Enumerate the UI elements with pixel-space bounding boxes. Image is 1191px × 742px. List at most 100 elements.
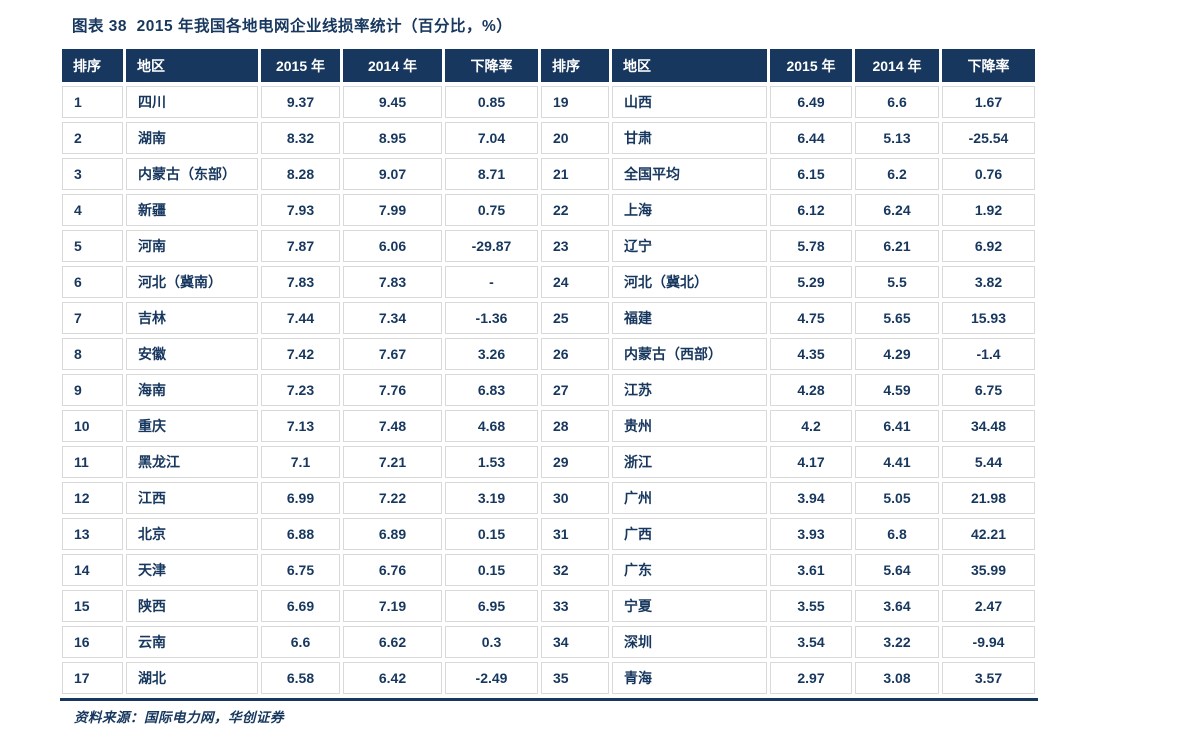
region-cell: 辽宁 <box>612 230 767 262</box>
decline-cell: 6.95 <box>445 590 538 622</box>
value-2014-cell: 6.6 <box>855 86 939 118</box>
region-cell: 广州 <box>612 482 767 514</box>
decline-cell: 42.21 <box>942 518 1035 550</box>
value-2014-cell: 3.22 <box>855 626 939 658</box>
decline-cell: 34.48 <box>942 410 1035 442</box>
decline-cell: 6.83 <box>445 374 538 406</box>
region-cell: 重庆 <box>126 410 258 442</box>
value-2015-cell: 7.13 <box>261 410 340 442</box>
table-row: 17 湖北 6.58 6.42 -2.49 35 青海 2.97 3.08 3.57 <box>62 662 1035 694</box>
value-2015-cell: 9.37 <box>261 86 340 118</box>
region-cell: 浙江 <box>612 446 767 478</box>
value-2015-cell: 7.83 <box>261 266 340 298</box>
region-cell: 陕西 <box>126 590 258 622</box>
region-cell: 四川 <box>126 86 258 118</box>
value-2014-cell: 4.41 <box>855 446 939 478</box>
decline-cell: 2.47 <box>942 590 1035 622</box>
rank-cell: 9 <box>62 374 123 406</box>
region-cell: 贵州 <box>612 410 767 442</box>
region-cell: 北京 <box>126 518 258 550</box>
value-2014-cell: 6.21 <box>855 230 939 262</box>
value-2015-cell: 3.54 <box>770 626 852 658</box>
table-bottom-border <box>60 698 1038 701</box>
region-cell: 黑龙江 <box>126 446 258 478</box>
decline-cell: 1.53 <box>445 446 538 478</box>
value-2015-cell: 4.17 <box>770 446 852 478</box>
region-cell: 广东 <box>612 554 767 586</box>
region-cell: 江苏 <box>612 374 767 406</box>
rank-cell: 30 <box>541 482 609 514</box>
region-cell: 内蒙古（西部） <box>612 338 767 370</box>
rank-cell: 27 <box>541 374 609 406</box>
value-2015-cell: 3.61 <box>770 554 852 586</box>
rank-cell: 5 <box>62 230 123 262</box>
value-2015-cell: 6.12 <box>770 194 852 226</box>
value-2014-cell: 9.45 <box>343 86 442 118</box>
table-row: 11 黑龙江 7.1 7.21 1.53 29 浙江 4.17 4.41 5.44 <box>62 446 1035 478</box>
decline-cell: 0.85 <box>445 86 538 118</box>
header-2014-right: 2014 年 <box>855 49 939 82</box>
header-decline-right: 下降率 <box>942 49 1035 82</box>
source-note: 资料来源：国际电力网，华创证券 <box>74 710 284 725</box>
value-2015-cell: 6.88 <box>261 518 340 550</box>
value-2014-cell: 6.41 <box>855 410 939 442</box>
value-2014-cell: 7.21 <box>343 446 442 478</box>
table-row: 3 内蒙古（东部） 8.28 9.07 8.71 21 全国平均 6.15 6.2 0.76 <box>62 158 1035 190</box>
value-2014-cell: 5.64 <box>855 554 939 586</box>
rank-cell: 2 <box>62 122 123 154</box>
value-2015-cell: 7.1 <box>261 446 340 478</box>
region-cell: 云南 <box>126 626 258 658</box>
value-2015-cell: 4.35 <box>770 338 852 370</box>
rank-cell: 7 <box>62 302 123 334</box>
value-2015-cell: 7.42 <box>261 338 340 370</box>
region-cell: 湖南 <box>126 122 258 154</box>
region-cell: 新疆 <box>126 194 258 226</box>
value-2014-cell: 6.06 <box>343 230 442 262</box>
decline-cell: 0.76 <box>942 158 1035 190</box>
table-header-row: 排序 地区 2015 年 2014 年 下降率 排序 地区 2015 年 201… <box>62 49 1035 82</box>
rank-cell: 13 <box>62 518 123 550</box>
value-2015-cell: 8.28 <box>261 158 340 190</box>
region-cell: 全国平均 <box>612 158 767 190</box>
rank-cell: 20 <box>541 122 609 154</box>
rank-cell: 15 <box>62 590 123 622</box>
value-2014-cell: 5.05 <box>855 482 939 514</box>
decline-cell: 21.98 <box>942 482 1035 514</box>
decline-cell: 8.71 <box>445 158 538 190</box>
value-2014-cell: 9.07 <box>343 158 442 190</box>
value-2014-cell: 3.64 <box>855 590 939 622</box>
rank-cell: 16 <box>62 626 123 658</box>
value-2015-cell: 6.6 <box>261 626 340 658</box>
decline-cell: 15.93 <box>942 302 1035 334</box>
value-2014-cell: 7.99 <box>343 194 442 226</box>
value-2014-cell: 7.67 <box>343 338 442 370</box>
value-2014-cell: 7.76 <box>343 374 442 406</box>
rank-cell: 14 <box>62 554 123 586</box>
value-2014-cell: 4.29 <box>855 338 939 370</box>
decline-cell: 5.44 <box>942 446 1035 478</box>
rank-cell: 29 <box>541 446 609 478</box>
value-2014-cell: 7.19 <box>343 590 442 622</box>
rank-cell: 21 <box>541 158 609 190</box>
decline-cell: - <box>445 266 538 298</box>
region-cell: 宁夏 <box>612 590 767 622</box>
rank-cell: 19 <box>541 86 609 118</box>
rank-cell: 11 <box>62 446 123 478</box>
value-2014-cell: 6.8 <box>855 518 939 550</box>
rank-cell: 12 <box>62 482 123 514</box>
decline-cell: 6.75 <box>942 374 1035 406</box>
value-2014-cell: 3.08 <box>855 662 939 694</box>
value-2015-cell: 3.93 <box>770 518 852 550</box>
value-2014-cell: 6.62 <box>343 626 442 658</box>
decline-cell: 7.04 <box>445 122 538 154</box>
rank-cell: 1 <box>62 86 123 118</box>
rank-cell: 34 <box>541 626 609 658</box>
decline-cell: 0.75 <box>445 194 538 226</box>
decline-cell: 3.19 <box>445 482 538 514</box>
region-cell: 内蒙古（东部） <box>126 158 258 190</box>
region-cell: 福建 <box>612 302 767 334</box>
rank-cell: 10 <box>62 410 123 442</box>
value-2014-cell: 7.48 <box>343 410 442 442</box>
value-2014-cell: 6.24 <box>855 194 939 226</box>
decline-cell: 3.57 <box>942 662 1035 694</box>
